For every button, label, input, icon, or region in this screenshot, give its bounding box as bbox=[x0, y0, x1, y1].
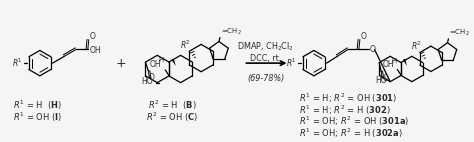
Text: $R^1$: $R^1$ bbox=[12, 57, 23, 69]
Text: HO: HO bbox=[142, 77, 154, 86]
Text: $R^1$ = H  ($\mathbf{H}$): $R^1$ = H ($\mathbf{H}$) bbox=[13, 98, 63, 112]
Text: OH: OH bbox=[90, 46, 101, 55]
Text: $R^1$ = OH; $R^2$ = OH ($\mathbf{301a}$): $R^1$ = OH; $R^2$ = OH ($\mathbf{301a}$) bbox=[299, 115, 410, 128]
Text: $R^2$: $R^2$ bbox=[180, 39, 191, 51]
Text: O: O bbox=[90, 32, 96, 41]
Text: O: O bbox=[148, 73, 154, 82]
Text: (69-78%): (69-78%) bbox=[247, 74, 284, 83]
Text: O: O bbox=[370, 45, 375, 54]
Text: $R^1$ = H; $R^2$ = OH ($\mathbf{301}$): $R^1$ = H; $R^2$ = OH ($\mathbf{301}$) bbox=[299, 92, 398, 105]
Text: HO: HO bbox=[376, 76, 387, 85]
Text: $R^1$ = OH; $R^2$ = H ($\mathbf{302a}$): $R^1$ = OH; $R^2$ = H ($\mathbf{302a}$) bbox=[299, 127, 403, 140]
Text: DCC, rt.: DCC, rt. bbox=[250, 54, 282, 63]
Text: $R^2$ = OH ($\mathbf{C}$): $R^2$ = OH ($\mathbf{C}$) bbox=[146, 111, 198, 124]
Polygon shape bbox=[172, 59, 176, 66]
Text: $R^1$ = OH ($\mathbf{I}$): $R^1$ = OH ($\mathbf{I}$) bbox=[13, 111, 63, 124]
Text: H: H bbox=[158, 57, 164, 63]
Text: $R^1$ = H; $R^2$ = H ($\mathbf{302}$): $R^1$ = H; $R^2$ = H ($\mathbf{302}$) bbox=[299, 103, 391, 117]
Text: $R^2$ = H  ($\mathbf{B}$): $R^2$ = H ($\mathbf{B}$) bbox=[147, 98, 196, 112]
Text: =CH$_2$: =CH$_2$ bbox=[449, 28, 470, 38]
Text: H: H bbox=[391, 58, 396, 64]
Text: =CH$_2$: =CH$_2$ bbox=[221, 26, 242, 37]
Text: DMAP, CH$_2$Cl$_2$: DMAP, CH$_2$Cl$_2$ bbox=[237, 40, 294, 53]
Text: OH: OH bbox=[149, 60, 161, 69]
Text: OH: OH bbox=[383, 60, 395, 69]
Text: O: O bbox=[361, 32, 367, 41]
Text: +: + bbox=[116, 57, 127, 70]
Text: $R^1$: $R^1$ bbox=[286, 57, 297, 69]
Polygon shape bbox=[403, 59, 407, 66]
Text: O: O bbox=[382, 74, 388, 83]
Text: $R^2$: $R^2$ bbox=[411, 40, 422, 52]
